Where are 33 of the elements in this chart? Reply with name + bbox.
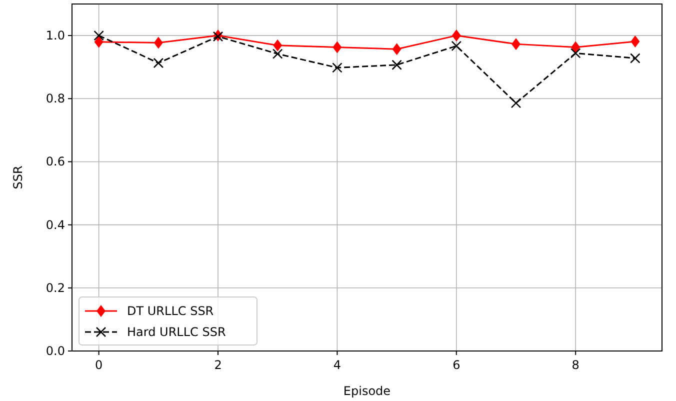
x-tick-label: 4 [333, 358, 342, 372]
x-axis-title: Episode [343, 384, 391, 398]
point [272, 48, 283, 59]
legend-label: Hard URLLC SSR [127, 325, 226, 339]
point [451, 40, 462, 52]
point [511, 38, 520, 50]
point [94, 36, 104, 48]
x-tick-label: 8 [572, 358, 580, 372]
y-tick-label: 1.0 [46, 28, 65, 43]
y-tick-label: 0.8 [46, 92, 65, 106]
legend-label: DT URLLC SSR [127, 304, 214, 318]
x-tick-label: 2 [214, 358, 222, 372]
point [452, 30, 461, 42]
point [392, 60, 402, 70]
point [571, 41, 580, 54]
point [510, 98, 522, 108]
y-tick-label: 0.0 [46, 344, 65, 358]
x-tick-label: 6 [452, 358, 460, 372]
point [392, 43, 402, 56]
y-tick-label: 0.4 [46, 218, 65, 232]
point [94, 30, 104, 41]
point [154, 36, 163, 49]
point [332, 62, 342, 73]
point [630, 53, 640, 64]
y-axis-title: SSR [11, 166, 25, 190]
point [570, 48, 581, 58]
point [153, 58, 164, 68]
point [332, 41, 342, 54]
point [273, 39, 282, 52]
x-tick-label: 0 [95, 358, 103, 372]
y-tick-label: 0.2 [46, 280, 65, 295]
point [630, 36, 640, 48]
y-tick-label: 0.6 [46, 154, 65, 169]
